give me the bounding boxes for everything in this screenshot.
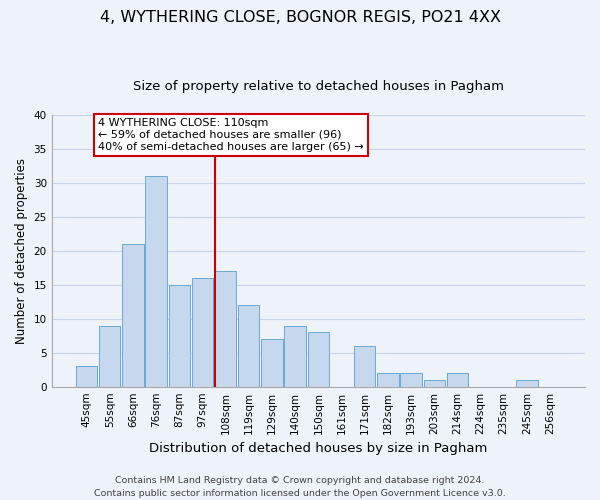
Title: Size of property relative to detached houses in Pagham: Size of property relative to detached ho… [133,80,504,93]
Bar [377,373,398,386]
Y-axis label: Number of detached properties: Number of detached properties [15,158,28,344]
X-axis label: Distribution of detached houses by size in Pagham: Distribution of detached houses by size … [149,442,488,455]
Bar [76,366,97,386]
Bar [169,285,190,386]
Text: Contains HM Land Registry data © Crown copyright and database right 2024.
Contai: Contains HM Land Registry data © Crown c… [94,476,506,498]
Bar [122,244,143,386]
Bar [145,176,167,386]
Text: 4, WYTHERING CLOSE, BOGNOR REGIS, PO21 4XX: 4, WYTHERING CLOSE, BOGNOR REGIS, PO21 4… [100,10,500,25]
Bar [400,373,422,386]
Bar [262,339,283,386]
Bar [308,332,329,386]
Bar [192,278,213,386]
Bar [215,271,236,386]
Bar [424,380,445,386]
Bar [238,305,259,386]
Bar [447,373,468,386]
Text: 4 WYTHERING CLOSE: 110sqm
← 59% of detached houses are smaller (96)
40% of semi-: 4 WYTHERING CLOSE: 110sqm ← 59% of detac… [98,118,364,152]
Bar [99,326,121,386]
Bar [516,380,538,386]
Bar [284,326,306,386]
Bar [354,346,376,387]
